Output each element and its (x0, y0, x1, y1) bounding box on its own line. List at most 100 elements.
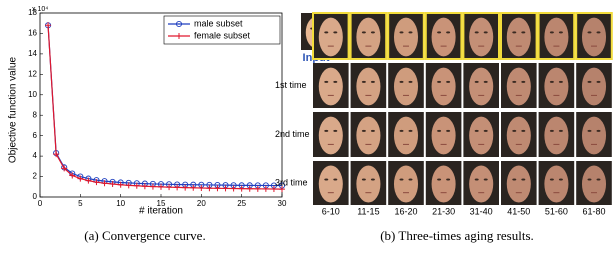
eye (550, 130, 554, 132)
face (507, 166, 531, 203)
face (394, 18, 418, 57)
face (507, 117, 531, 155)
face (469, 166, 493, 203)
face (507, 18, 531, 57)
eye (333, 130, 337, 132)
face (469, 18, 493, 57)
column-label: 11-15 (357, 206, 379, 216)
column-label: 51-60 (545, 206, 568, 216)
eye (371, 81, 375, 83)
x-tick-label: 30 (278, 199, 287, 208)
legend-label: female subset (194, 30, 251, 40)
face (544, 18, 568, 57)
face (319, 68, 343, 106)
eye (437, 81, 441, 83)
eye (512, 178, 516, 180)
column-label: 31-40 (470, 206, 493, 216)
y-axis-label: Objective function value (8, 56, 19, 163)
y-tick-label: 10 (28, 90, 37, 99)
eye (362, 81, 366, 83)
eye (484, 81, 488, 83)
eye (587, 178, 591, 180)
eye (446, 130, 450, 132)
eye (409, 81, 413, 83)
face (582, 18, 606, 57)
column-label: 61-80 (582, 206, 605, 216)
face (319, 117, 343, 155)
face (319, 18, 343, 57)
eye (333, 81, 337, 83)
face (544, 68, 568, 106)
eye (446, 81, 450, 83)
face (356, 166, 380, 203)
face (582, 68, 606, 106)
eye (521, 130, 525, 132)
eye (521, 81, 525, 83)
eye (324, 31, 328, 33)
caption: (b) Three-times aging results. (380, 228, 534, 243)
face (394, 117, 418, 155)
face (432, 18, 456, 57)
face (432, 166, 456, 203)
eye (399, 31, 403, 33)
eye (362, 178, 366, 180)
y-tick-label: 16 (28, 29, 37, 38)
column-label: 6-10 (322, 206, 340, 216)
row-label: 2nd time (275, 129, 310, 139)
eye (437, 178, 441, 180)
face (582, 117, 606, 155)
eye (399, 81, 403, 83)
eye (475, 81, 479, 83)
eye (446, 31, 450, 33)
column-label: 16-20 (394, 206, 417, 216)
eye (559, 130, 563, 132)
eye (437, 130, 441, 132)
y-tick-label: 4 (33, 151, 38, 160)
eye (362, 130, 366, 132)
column-label: 41-50 (507, 206, 530, 216)
eye (437, 31, 441, 33)
face (544, 117, 568, 155)
eye (521, 31, 525, 33)
eye (597, 178, 601, 180)
eye (399, 178, 403, 180)
eye (597, 31, 601, 33)
eye (559, 178, 563, 180)
eye (512, 31, 516, 33)
eye (550, 81, 554, 83)
x-tick-label: 5 (78, 199, 83, 208)
caption: (a) Convergence curve. (84, 228, 205, 243)
eye (371, 31, 375, 33)
y-tick-label: 6 (33, 131, 38, 140)
eye (587, 130, 591, 132)
face (582, 166, 606, 203)
face (469, 68, 493, 106)
eye (521, 178, 525, 180)
x-tick-label: 10 (116, 199, 125, 208)
face (394, 68, 418, 106)
eye (587, 81, 591, 83)
eye (324, 178, 328, 180)
eye (409, 178, 413, 180)
x-tick-label: 15 (157, 199, 166, 208)
legend-label: male subset (194, 18, 243, 28)
eye (324, 130, 328, 132)
eye (371, 178, 375, 180)
face (507, 68, 531, 106)
eye (409, 130, 413, 132)
face (319, 166, 343, 203)
eye (333, 178, 337, 180)
eye (559, 31, 563, 33)
y-tick-label: 14 (28, 49, 37, 58)
page: {"chart_data": {"type": "line", "y_label… (0, 0, 614, 249)
face (394, 166, 418, 203)
eye (333, 31, 337, 33)
eye (475, 178, 479, 180)
face (356, 18, 380, 57)
eye (484, 178, 488, 180)
eye (484, 130, 488, 132)
y-tick-label: 8 (33, 110, 38, 119)
eye (475, 31, 479, 33)
eye (409, 31, 413, 33)
eye (550, 31, 554, 33)
